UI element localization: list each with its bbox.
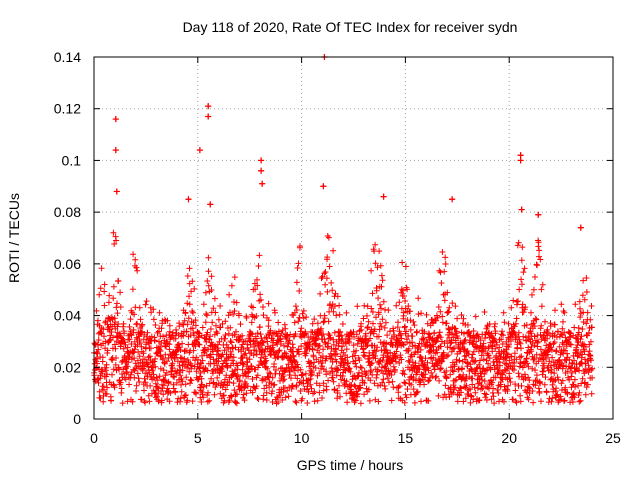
roti-outlier-point [258,167,265,174]
y-tick-label: 0.1 [62,152,82,168]
roti-outlier-point [196,147,203,154]
y-tick-label: 0.02 [54,359,81,375]
y-tick-label: 0.12 [54,101,81,117]
y-tick-label: 0.06 [54,256,81,272]
y-tick-label: 0.14 [54,49,81,65]
y-tick-label: 0.04 [54,308,81,324]
roti-outlier-point [113,188,120,195]
x-axis-label: GPS time / hours [297,457,404,473]
roti-outlier-point [112,116,119,123]
chart-title: Day 118 of 2020, Rate Of TEC Index for r… [183,19,518,35]
roti-outlier-point [518,206,525,213]
roti-outlier-point [258,157,265,164]
x-tick-label: 10 [294,430,310,446]
roti-outlier-point [380,193,387,200]
roti-outlier-point [205,103,212,110]
axis-ticks: 0 5 10 15 20 25 0 0.02 0.04 0.06 0.08 0.1 0.12 0.14 [54,49,621,446]
roti-outlier-point [207,201,214,208]
y-tick-label: 0.08 [54,204,81,220]
x-tick-label: 0 [90,430,98,446]
y-axis-label: ROTI / TECUs [6,193,22,283]
roti-outlier-point [449,196,456,203]
roti-outlier-point [320,183,327,190]
roti-outlier-point [112,147,119,154]
roti-outlier-point [259,180,266,187]
plot-frame [93,56,614,420]
grid [94,57,613,419]
roti-outlier-point [517,157,524,164]
x-tick-label: 20 [501,430,517,446]
roti-outlier-point [577,224,584,231]
x-tick-label: 15 [398,430,414,446]
roti-outlier-point [535,211,542,218]
y-tick-label: 0 [73,411,81,427]
roti-outlier-point [185,196,192,203]
x-tick-label: 5 [194,430,202,446]
x-tick-label: 25 [605,430,621,446]
data-points [91,54,596,407]
roti-outlier-point [517,152,524,159]
roti-outlier-point [205,113,212,120]
